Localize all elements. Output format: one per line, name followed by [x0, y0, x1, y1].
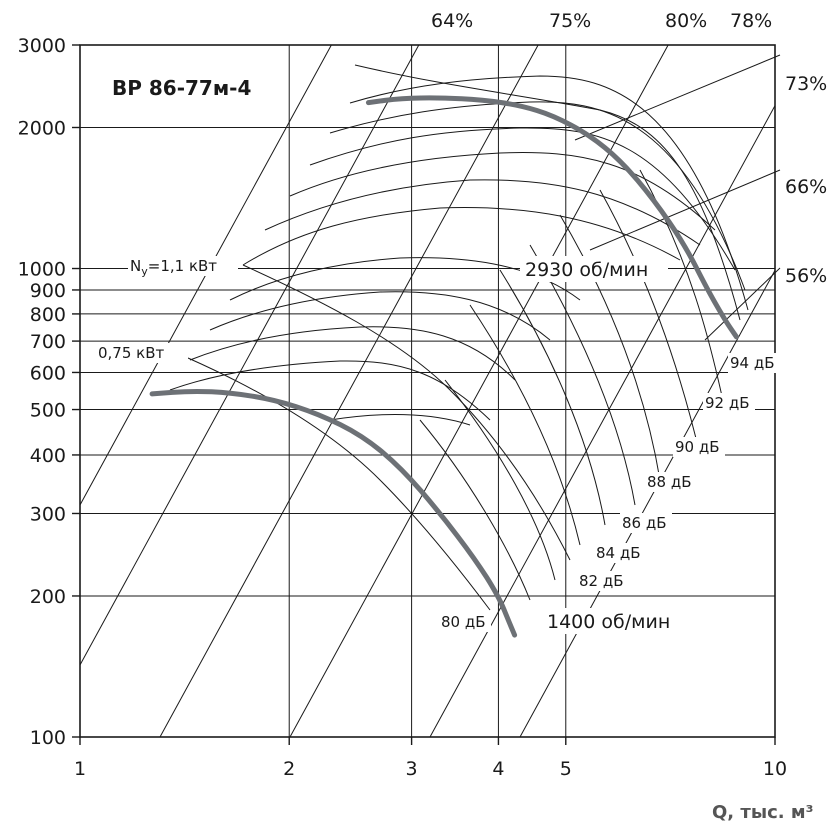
noise-label-86: 86 дБ — [622, 514, 667, 532]
thin-curve — [264, 179, 701, 246]
noise-label-84: 84 дБ — [596, 544, 641, 562]
thin-curve — [349, 75, 749, 311]
performance-curves — [149, 95, 739, 638]
thin-curve — [329, 414, 471, 426]
noise-label-94: 94 дБ — [730, 354, 775, 372]
x-tick-label: 3 — [406, 758, 418, 780]
y-tick-label: 2000 — [18, 117, 66, 139]
efficiency-label-78: 78% — [730, 10, 772, 32]
performance-curve-0 — [365, 95, 739, 340]
x-axis-label: Q, тыс. м³ — [712, 802, 814, 823]
noise-label-92: 92 дБ — [705, 394, 750, 412]
thin-curve — [469, 304, 581, 546]
thin-curve — [289, 152, 716, 231]
efficiency-label-66: 66% — [785, 176, 827, 198]
y-tick-label: 400 — [30, 445, 66, 467]
y-tick-label: 800 — [30, 304, 66, 326]
y-tick-label: 200 — [30, 586, 66, 608]
thin-curve — [309, 127, 736, 271]
thin-curve — [599, 189, 701, 456]
x-tick-label: 4 — [492, 758, 504, 780]
thin-curve — [444, 379, 556, 581]
efficiency-label-73: 73% — [785, 73, 827, 95]
power-label-1-1: Nу=1,1 кВт — [130, 257, 217, 278]
system-line — [289, 44, 669, 738]
thin-curve — [354, 64, 741, 321]
x-tick-label: 5 — [560, 758, 572, 780]
y-tick-label: 1000 — [18, 259, 66, 281]
y-tick-label: 500 — [30, 400, 66, 422]
efficiency-ray — [589, 169, 781, 251]
x-tick-label: 10 — [763, 758, 787, 780]
thin-curve — [329, 101, 746, 291]
thin-curve — [242, 207, 681, 266]
efficiency-label-64: 64% — [431, 10, 473, 32]
thin-curve — [419, 419, 531, 601]
noise-label-88: 88 дБ — [647, 473, 692, 491]
power-label-0-75: 0,75 кВт — [98, 344, 165, 362]
efficiency-ray — [704, 267, 781, 341]
thin-curve — [559, 214, 661, 481]
noise-label-80: 80 дБ — [441, 613, 486, 631]
system-line — [519, 270, 776, 738]
noise-label-82: 82 дБ — [579, 572, 624, 590]
system-line — [429, 105, 776, 738]
thin-curve — [499, 269, 606, 526]
speed-label-2930: 2930 об/мин — [525, 259, 648, 281]
thin-curve — [209, 291, 551, 341]
plot-frame — [79, 44, 776, 738]
model-title: ВР 86-77м-4 — [112, 76, 251, 100]
thin-curve — [187, 357, 491, 611]
y-tick-label: 700 — [30, 331, 66, 353]
x-tick-label: 1 — [74, 758, 86, 780]
efficiency-label-80: 80% — [665, 10, 707, 32]
thin-curve — [242, 264, 571, 561]
y-tick-label: 600 — [30, 362, 66, 384]
speed-label-1400: 1400 об/мин — [547, 611, 670, 633]
x-tick-labels: 1 2 3 4 5 10 — [74, 758, 787, 780]
x-tick-label: 2 — [283, 758, 295, 780]
system-line — [159, 44, 539, 738]
thin-curve — [529, 244, 636, 506]
thin-curve — [189, 326, 516, 381]
grid-lines — [72, 44, 776, 745]
noise-label-90: 90 дБ — [675, 438, 720, 456]
efficiency-label-75: 75% — [549, 10, 591, 32]
y-tick-label: 3000 — [18, 35, 66, 57]
y-tick-label: 100 — [30, 727, 66, 749]
efficiency-label-56: 56% — [785, 265, 827, 287]
performance-curve-1 — [149, 388, 518, 638]
y-tick-label: 300 — [30, 503, 66, 525]
y-tick-label: 900 — [30, 280, 66, 302]
efficiency-ray — [574, 54, 781, 141]
